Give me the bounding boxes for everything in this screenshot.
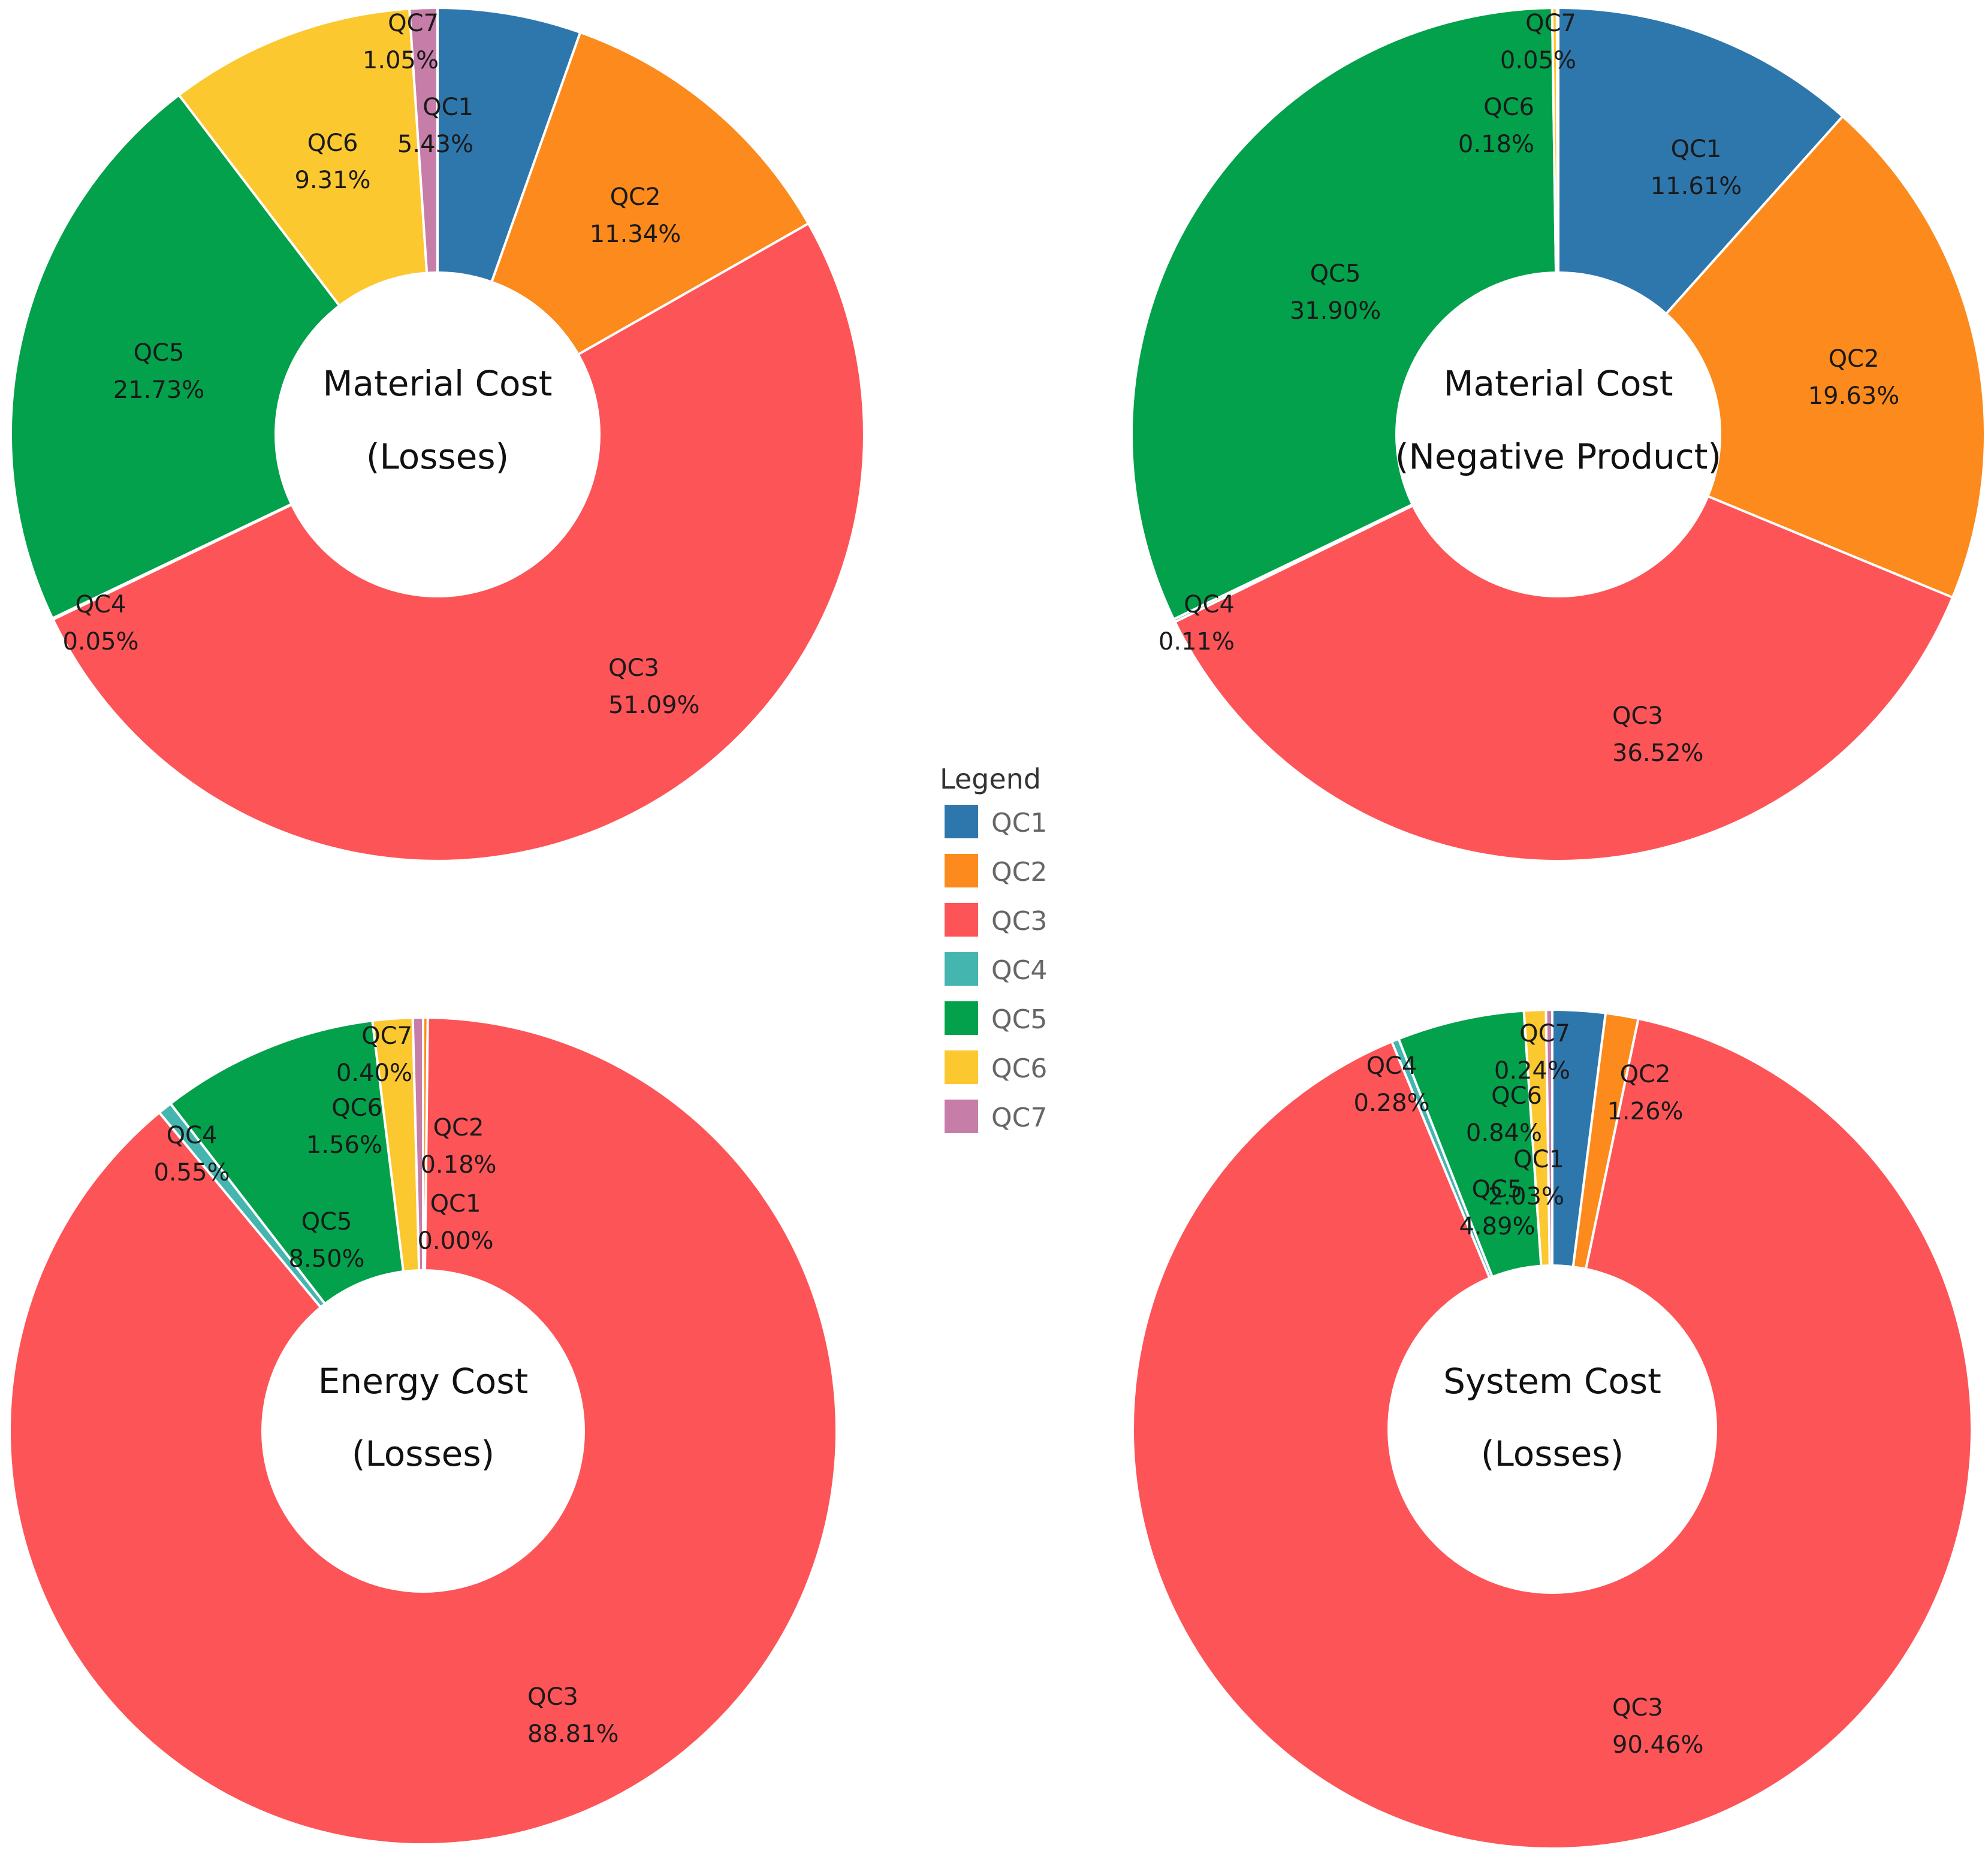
slice-value-qc2: 1.26% bbox=[1607, 1098, 1683, 1125]
chart-title-line-1: Material Cost bbox=[322, 363, 552, 404]
slice-label-qc5: QC5 bbox=[301, 1208, 352, 1236]
slice-label-qc7: QC7 bbox=[1525, 10, 1576, 37]
slice-value-qc4: 0.05% bbox=[62, 628, 138, 656]
slice-label-qc6: QC6 bbox=[1483, 93, 1534, 121]
legend-label-qc4: QC4 bbox=[991, 955, 1047, 986]
slice-value-qc2: 11.34% bbox=[590, 221, 681, 248]
slice-label-qc4: QC4 bbox=[1184, 591, 1235, 618]
legend-swatch-qc3 bbox=[945, 903, 978, 937]
donut-hole bbox=[1387, 1264, 1717, 1594]
slice-label-qc1: QC1 bbox=[430, 1190, 481, 1218]
slice-value-qc5: 21.73% bbox=[113, 376, 205, 404]
slice-qc5 bbox=[10, 93, 439, 620]
slice-label-qc2: QC2 bbox=[610, 183, 661, 211]
slice-value-qc4: 0.11% bbox=[1159, 628, 1235, 656]
donut-hole bbox=[1395, 271, 1721, 597]
slice-value-qc2: 19.63% bbox=[1808, 382, 1900, 410]
slice-label-qc1: QC1 bbox=[1513, 1146, 1564, 1173]
slice-label-qc4: QC4 bbox=[167, 1122, 218, 1149]
slice-value-qc3: 51.09% bbox=[608, 692, 700, 719]
slice-value-qc1: 5.43% bbox=[397, 131, 473, 158]
slice-qc7 bbox=[1555, 6, 1559, 436]
energy-cost-losses-chart: Energy Cost (Losses) QC1 0.00% QC2 0.18% QC3 88… bbox=[8, 1016, 838, 1846]
slice-label-qc1: QC1 bbox=[1671, 135, 1722, 163]
legend-label-qc3: QC3 bbox=[991, 906, 1047, 937]
slice-label-qc2: QC2 bbox=[1620, 1061, 1671, 1088]
slice-value-qc1: 11.61% bbox=[1651, 173, 1742, 200]
chart-title-line-1: Material Cost bbox=[1443, 363, 1673, 404]
slice-label-qc3: QC3 bbox=[608, 654, 659, 682]
slice-value-qc1: 2.03% bbox=[1488, 1183, 1564, 1210]
legend-label-qc5: QC5 bbox=[991, 1004, 1047, 1035]
slice-value-qc7: 0.05% bbox=[1500, 47, 1576, 74]
slice-value-qc4: 0.55% bbox=[153, 1159, 230, 1186]
slice-value-qc1: 0.00% bbox=[417, 1227, 493, 1255]
material-cost-negative-product-chart: Material Cost (Negative Product) QC1 11.61%… bbox=[1130, 6, 1986, 862]
slice-value-qc6: 0.84% bbox=[1466, 1119, 1542, 1147]
slice-label-qc5: QC5 bbox=[134, 339, 185, 367]
slice-label-qc1: QC1 bbox=[423, 93, 473, 121]
slice-label-qc6: QC6 bbox=[331, 1094, 382, 1122]
legend-swatch-qc5 bbox=[945, 1001, 978, 1035]
legend: Legend QC1 QC2 QC3 QC4 QC5 QC6 QC7 bbox=[940, 763, 1047, 1133]
donut-hole bbox=[274, 271, 601, 597]
slice-value-qc3: 90.46% bbox=[1612, 1731, 1704, 1759]
slice-label-qc2: QC2 bbox=[433, 1114, 484, 1142]
slice-label-qc6: QC6 bbox=[1491, 1082, 1542, 1110]
slice-value-qc3: 36.52% bbox=[1612, 739, 1704, 767]
slice-label-qc3: QC3 bbox=[1612, 702, 1663, 730]
slice-value-qc6: 1.56% bbox=[306, 1131, 382, 1159]
slice-label-qc5: QC5 bbox=[1310, 260, 1361, 288]
chart-title-line-2: (Losses) bbox=[366, 436, 509, 477]
donut-hole bbox=[261, 1269, 585, 1593]
slice-label-qc7: QC7 bbox=[1519, 1020, 1570, 1047]
chart-title-line-1: Energy Cost bbox=[318, 1361, 528, 1402]
legend-swatch-qc1 bbox=[945, 805, 978, 838]
slice-label-qc3: QC3 bbox=[1612, 1694, 1663, 1722]
slice-label-qc4: QC4 bbox=[1366, 1052, 1417, 1080]
system-cost-losses-chart: System Cost (Losses) QC1 2.03% QC2 1.26% QC3 90… bbox=[1132, 1008, 1973, 1850]
chart-title-line-2: (Negative Product) bbox=[1395, 436, 1721, 477]
slice-value-qc5: 31.90% bbox=[1290, 297, 1381, 325]
legend-swatch-qc6 bbox=[945, 1050, 978, 1084]
slice-value-qc7: 0.40% bbox=[336, 1059, 412, 1087]
slice-value-qc3: 88.81% bbox=[527, 1720, 619, 1748]
legend-swatch-qc2 bbox=[945, 854, 978, 887]
slice-value-qc6: 0.18% bbox=[1458, 131, 1534, 158]
legend-swatch-qc7 bbox=[945, 1100, 978, 1133]
material-cost-losses-chart: Material Cost (Losses) QC1 5.43% QC2 11.34% QC… bbox=[10, 7, 865, 862]
legend-label-qc1: QC1 bbox=[991, 808, 1047, 838]
slice-value-qc7: 1.05% bbox=[363, 47, 439, 74]
legend-title: Legend bbox=[940, 763, 1041, 795]
legend-label-qc7: QC7 bbox=[991, 1103, 1047, 1133]
slice-label-qc5: QC5 bbox=[1472, 1176, 1523, 1203]
slice-value-qc4: 0.28% bbox=[1353, 1089, 1429, 1117]
slice-label-qc3: QC3 bbox=[527, 1683, 578, 1711]
slice-value-qc5: 8.50% bbox=[288, 1245, 364, 1273]
legend-items: QC1 QC2 QC3 QC4 QC5 QC6 QC7 bbox=[945, 805, 1047, 1133]
slice-value-qc5: 4.89% bbox=[1459, 1213, 1535, 1240]
slice-label-qc7: QC7 bbox=[361, 1022, 412, 1050]
slice-label-qc7: QC7 bbox=[388, 10, 439, 37]
slice-label-qc6: QC6 bbox=[307, 129, 358, 157]
slice-value-qc6: 9.31% bbox=[294, 167, 370, 194]
slice-value-qc7: 0.24% bbox=[1494, 1057, 1570, 1085]
chart-title-line-2: (Losses) bbox=[1481, 1433, 1624, 1474]
slice-qc3 bbox=[1174, 433, 1954, 862]
legend-label-qc2: QC2 bbox=[991, 857, 1047, 887]
chart-title-line-2: (Losses) bbox=[352, 1433, 494, 1474]
slice-label-qc2: QC2 bbox=[1829, 345, 1880, 373]
legend-swatch-qc4 bbox=[945, 952, 978, 986]
slice-value-qc2: 0.18% bbox=[420, 1151, 496, 1179]
legend-label-qc6: QC6 bbox=[991, 1053, 1047, 1084]
chart-title-line-1: System Cost bbox=[1443, 1361, 1661, 1402]
slice-label-qc4: QC4 bbox=[76, 591, 126, 618]
